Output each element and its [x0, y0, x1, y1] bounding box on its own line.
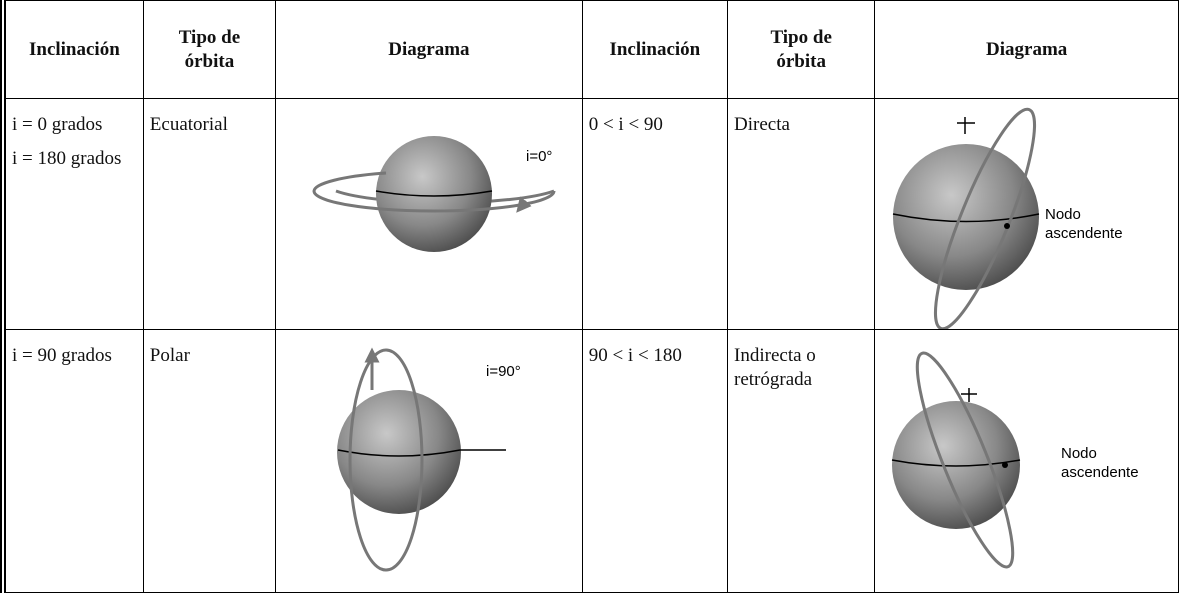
node	[1004, 223, 1011, 229]
cell: Directa	[727, 98, 876, 330]
diagram: Nodo ascendente	[893, 107, 1123, 329]
cell: 0 < i < 90	[581, 98, 729, 330]
globe	[376, 136, 493, 252]
cell: i = 0 grados i = 180 grados	[2, 98, 144, 330]
cell: Nodo ascendente	[874, 98, 1179, 330]
equator	[375, 190, 493, 197]
header-cell: Diagrama	[874, 0, 1179, 99]
equator	[337, 449, 507, 457]
diagram-label: ascendente	[1061, 464, 1139, 481]
diagram-label: ascendente	[1045, 225, 1123, 242]
header-cell: Inclinación	[2, 0, 144, 99]
globe	[893, 144, 1040, 290]
diagram: i=90°	[337, 347, 521, 572]
diagram-label: Nodo	[1045, 206, 1081, 223]
text: i = 90 grados	[12, 345, 112, 366]
node	[1002, 462, 1009, 468]
orbit	[916, 351, 1015, 569]
diagram-label: Nodo	[1061, 445, 1097, 462]
globe	[337, 390, 462, 514]
diagram-label: i=0°	[526, 148, 552, 165]
text: i = 0 grados	[12, 114, 103, 135]
arrow	[516, 196, 532, 213]
header-cell: Diagrama	[275, 0, 583, 99]
globe	[892, 401, 1021, 529]
header-cell: Inclinación	[581, 0, 729, 99]
cell: i=0°	[275, 98, 583, 330]
cell: Indirecta o retrógrada	[727, 329, 876, 593]
cell: i=90°	[275, 329, 583, 593]
cell: Nodo ascendente	[874, 329, 1179, 593]
diagram: Nodo ascendente	[892, 351, 1139, 569]
row: i = 90 grados Polar i=90° 90 < i < 180 I…	[2, 329, 1179, 593]
equator	[893, 213, 1040, 223]
cell: i = 90 grados	[2, 329, 144, 593]
cell: Ecuatorial	[142, 98, 277, 330]
header-row: Inclinación Tipo de órbita Diagrama Incl…	[2, 0, 1179, 99]
text: i = 180 grados	[12, 148, 122, 169]
cell: Polar	[142, 329, 277, 593]
header-cell: Tipo de órbita	[142, 0, 277, 99]
cell: 90 < i < 180	[581, 329, 729, 593]
row: i = 0 grados i = 180 grados Ecuatorial i=…	[2, 98, 1179, 330]
header-cell: Tipo de órbita	[727, 0, 876, 99]
diagram: i=0°	[312, 136, 556, 252]
orbit	[348, 348, 424, 572]
diagram-label: i=90°	[486, 363, 521, 380]
